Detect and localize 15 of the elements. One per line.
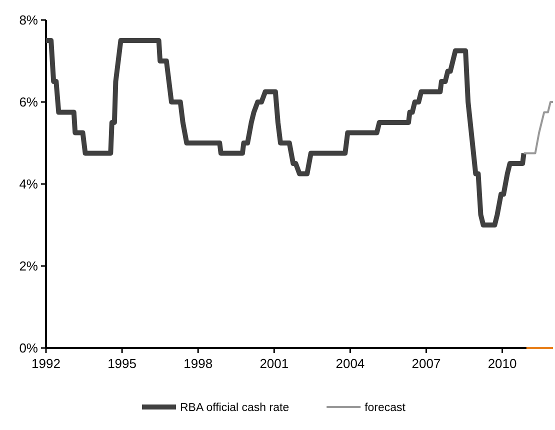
x-tick-label: 1995	[108, 356, 137, 371]
legend-label: forecast	[364, 402, 406, 414]
x-tick-label: 2001	[260, 356, 289, 371]
legend-label: RBA official cash rate	[180, 402, 290, 414]
x-tick-label: 2004	[336, 356, 365, 371]
line-series	[522, 101, 554, 154]
x-tick-label: 2007	[412, 356, 441, 371]
x-tick-label: 1998	[184, 356, 213, 371]
x-tick-label: 1992	[32, 356, 60, 371]
y-tick-label: 6%	[19, 94, 38, 110]
y-tick-label: 0%	[19, 340, 38, 356]
y-tick-label: 4%	[19, 176, 38, 192]
y-tick-label: 8%	[19, 12, 38, 28]
y-tick-label: 2%	[19, 258, 38, 274]
x-tick-label: 2010	[488, 356, 517, 371]
